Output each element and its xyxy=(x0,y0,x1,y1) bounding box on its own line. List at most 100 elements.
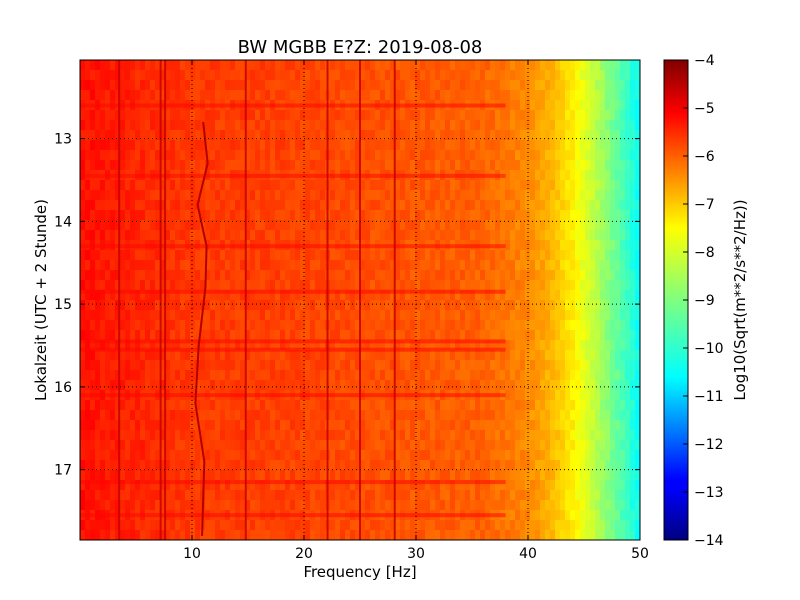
heatmap-cell xyxy=(90,440,96,451)
heatmap-cell xyxy=(290,80,296,91)
heatmap-cell xyxy=(625,340,631,351)
heatmap-cell xyxy=(560,480,566,491)
heatmap-cell xyxy=(490,460,496,471)
heatmap-cell xyxy=(530,120,536,131)
heatmap-cell xyxy=(600,490,606,501)
heatmap-cell xyxy=(445,310,451,321)
heatmap-cell xyxy=(545,260,551,271)
heatmap-cell xyxy=(635,170,640,181)
heatmap-cell xyxy=(545,80,551,91)
heatmap-cell xyxy=(130,460,136,471)
heatmap-cell xyxy=(175,290,181,301)
heatmap-cell xyxy=(390,430,396,441)
heatmap-cell xyxy=(330,280,336,291)
heatmap-cell xyxy=(330,120,336,131)
heatmap-cell xyxy=(120,270,126,281)
heatmap-cell xyxy=(240,400,246,411)
heatmap-cell xyxy=(430,260,436,271)
heatmap-cell xyxy=(250,310,256,321)
heatmap-cell xyxy=(410,340,416,351)
heatmap-cell xyxy=(185,350,191,361)
heatmap-cell xyxy=(105,450,111,461)
heatmap-cell xyxy=(305,230,311,241)
heatmap-cell xyxy=(480,180,486,191)
heatmap-cell xyxy=(170,300,176,311)
heatmap-cell xyxy=(445,190,451,201)
heatmap-cell xyxy=(180,360,186,371)
heatmap-cell xyxy=(130,360,136,371)
heatmap-cell xyxy=(460,120,466,131)
heatmap-cell xyxy=(225,380,231,391)
heatmap-cell xyxy=(130,290,136,301)
heatmap-cell xyxy=(525,180,531,191)
heatmap-cell xyxy=(420,320,426,331)
heatmap-cell xyxy=(315,360,321,371)
heatmap-cell xyxy=(340,370,346,381)
heatmap-cell xyxy=(605,110,611,121)
heatmap-cell xyxy=(395,350,401,361)
heatmap-cell xyxy=(140,440,146,451)
heatmap-cell xyxy=(80,110,86,121)
heatmap-cell xyxy=(245,350,251,361)
heatmap-cell xyxy=(585,260,591,271)
heatmap-cell xyxy=(505,80,511,91)
heatmap-cell xyxy=(505,260,511,271)
heatmap-cell xyxy=(165,220,171,231)
heatmap-cell xyxy=(335,480,341,491)
heatmap-cell xyxy=(275,190,281,201)
heatmap-cell xyxy=(395,440,401,451)
heatmap-cell xyxy=(495,450,501,461)
heatmap-cell xyxy=(355,130,361,141)
heatmap-cell xyxy=(505,170,511,181)
heatmap-cell xyxy=(235,310,241,321)
heatmap-cell xyxy=(405,350,411,361)
heatmap-cell xyxy=(405,190,411,201)
heatmap-cell xyxy=(220,410,226,421)
heatmap-cell xyxy=(235,400,241,411)
heatmap-cell xyxy=(465,350,471,361)
heatmap-cell xyxy=(570,190,576,201)
heatmap-cell xyxy=(305,360,311,371)
heatmap-cell xyxy=(120,120,126,131)
heatmap-cell xyxy=(135,230,141,241)
heatmap-cell xyxy=(230,310,236,321)
heatmap-cell xyxy=(155,110,161,121)
heatmap-cell xyxy=(570,110,576,121)
heatmap-cell xyxy=(230,320,236,331)
heatmap-cell xyxy=(210,200,216,211)
heatmap-cell xyxy=(275,130,281,141)
heatmap-cell xyxy=(585,190,591,201)
heatmap-cell xyxy=(95,120,101,131)
heatmap-cell xyxy=(520,170,526,181)
heatmap-cell xyxy=(360,200,366,211)
heatmap-cell xyxy=(415,260,421,271)
heatmap-cell xyxy=(525,70,531,81)
heatmap-cell xyxy=(580,450,586,461)
heatmap-cell xyxy=(115,400,121,411)
heatmap-cell xyxy=(270,160,276,171)
heatmap-cell xyxy=(115,490,121,501)
heatmap-cell xyxy=(320,470,326,481)
heatmap-cell xyxy=(540,430,546,441)
heatmap-cell xyxy=(535,490,541,501)
heatmap-cell xyxy=(495,290,501,301)
heatmap-cell xyxy=(625,260,631,271)
heatmap-cell xyxy=(225,420,231,431)
heatmap-cell xyxy=(345,220,351,231)
heatmap-cell xyxy=(115,150,121,161)
heatmap-cell xyxy=(235,370,241,381)
heatmap-cell xyxy=(635,100,640,111)
heatmap-cell xyxy=(105,440,111,451)
heatmap-cell xyxy=(450,180,456,191)
heatmap-cell xyxy=(300,460,306,471)
heatmap-cell xyxy=(550,350,556,361)
heatmap-cell xyxy=(525,300,531,311)
heatmap-cell xyxy=(555,250,561,261)
heatmap-cell xyxy=(495,180,501,191)
heatmap-cell xyxy=(375,290,381,301)
heatmap-cell xyxy=(485,370,491,381)
heatmap-cell xyxy=(515,410,521,421)
heatmap-cell xyxy=(400,250,406,261)
heatmap-cell xyxy=(630,490,636,501)
heatmap-cell xyxy=(585,240,591,251)
